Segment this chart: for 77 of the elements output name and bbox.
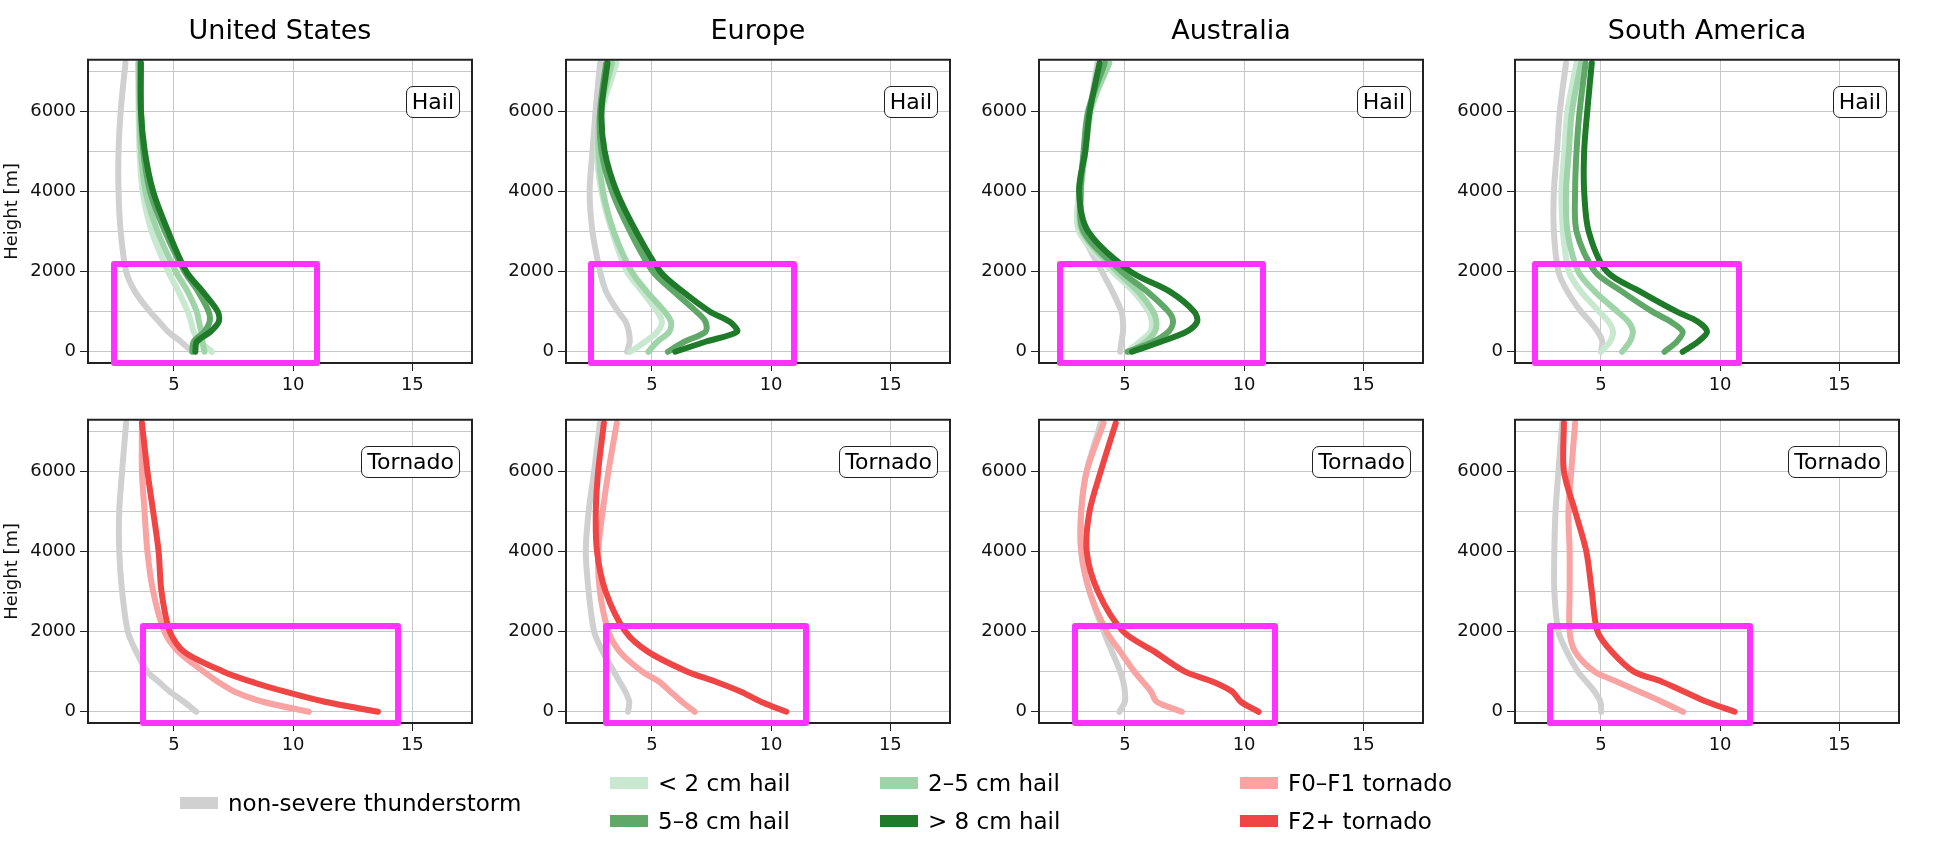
y-tick-label: 6000 <box>1457 98 1503 120</box>
y-axis-title: Height [m] <box>0 162 22 260</box>
annotation: Hail <box>883 85 938 118</box>
legend-label: F0–F1 tornado <box>1288 770 1453 796</box>
y-tick-label: 2000 <box>30 259 76 281</box>
y-tick-label: 6000 <box>30 98 76 120</box>
y-tick-label: 4000 <box>508 179 554 201</box>
x-tick-label: 15 <box>1827 373 1851 395</box>
x-tick-label: 10 <box>759 733 783 755</box>
y-tick-label: 2000 <box>30 619 76 641</box>
x-tick-label: 10 <box>1708 733 1732 755</box>
chart-title: Australia <box>1170 13 1292 45</box>
y-tick-label: 2000 <box>508 259 554 281</box>
y-tick-label: 6000 <box>508 458 554 480</box>
annotation: Tornado <box>361 445 460 478</box>
x-tick-label: 15 <box>400 373 424 395</box>
x-tick-label: 5 <box>168 733 180 755</box>
legend-label: 5–8 cm hail <box>658 808 790 834</box>
x-tick-label: 15 <box>878 733 902 755</box>
annotation: Tornado <box>1312 445 1411 478</box>
chart-title: Europe <box>709 13 807 45</box>
y-tick-label: 0 <box>1491 339 1503 361</box>
x-tick-label: 5 <box>1595 373 1607 395</box>
x-tick-label: 10 <box>1232 733 1256 755</box>
y-tick-label: 0 <box>542 339 554 361</box>
y-tick-label: 4000 <box>30 539 76 561</box>
legend-label: < 2 cm hail <box>658 770 791 796</box>
y-tick-label: 4000 <box>508 539 554 561</box>
x-tick-label: 5 <box>168 373 180 395</box>
y-tick-label: 0 <box>1491 699 1503 721</box>
y-tick-label: 2000 <box>508 619 554 641</box>
y-tick-label: 4000 <box>30 179 76 201</box>
y-tick-label: 0 <box>1015 339 1027 361</box>
x-tick-label: 10 <box>281 373 305 395</box>
y-tick-label: 2000 <box>1457 619 1503 641</box>
annotation: Hail <box>405 85 460 118</box>
x-tick-label: 15 <box>1351 733 1375 755</box>
y-tick-label: 2000 <box>981 259 1027 281</box>
y-tick-label: 6000 <box>30 458 76 480</box>
x-tick-label: 5 <box>646 373 658 395</box>
annotation: Tornado <box>1788 445 1887 478</box>
y-axis-title: Height [m] <box>0 522 22 620</box>
x-tick-label: 15 <box>400 733 424 755</box>
legend-label: 2–5 cm hail <box>928 770 1060 796</box>
y-tick-label: 4000 <box>981 179 1027 201</box>
x-tick-label: 5 <box>1119 733 1131 755</box>
y-tick-label: 6000 <box>981 458 1027 480</box>
y-tick-label: 6000 <box>508 98 554 120</box>
x-tick-label: 10 <box>281 733 305 755</box>
x-tick-label: 10 <box>1708 373 1732 395</box>
annotation: Tornado <box>839 445 938 478</box>
chart-title: United States <box>187 13 373 45</box>
x-tick-label: 10 <box>759 373 783 395</box>
y-tick-label: 4000 <box>1457 179 1503 201</box>
legend-label: non-severe thunderstorm <box>228 790 522 816</box>
x-tick-label: 15 <box>878 373 902 395</box>
x-tick-label: 10 <box>1232 373 1256 395</box>
x-tick-label: 15 <box>1351 373 1375 395</box>
x-tick-label: 15 <box>1827 733 1851 755</box>
y-tick-label: 6000 <box>981 98 1027 120</box>
y-tick-label: 6000 <box>1457 458 1503 480</box>
x-tick-label: 5 <box>1119 373 1131 395</box>
annotation: Hail <box>1832 85 1887 118</box>
y-tick-label: 0 <box>64 699 76 721</box>
y-tick-label: 0 <box>64 339 76 361</box>
y-tick-label: 4000 <box>1457 539 1503 561</box>
y-tick-label: 0 <box>1015 699 1027 721</box>
y-tick-label: 2000 <box>981 619 1027 641</box>
chart-title: South America <box>1606 13 1808 45</box>
legend-label: > 8 cm hail <box>928 808 1061 834</box>
annotation: Hail <box>1356 85 1411 118</box>
y-tick-label: 4000 <box>981 539 1027 561</box>
legend-label: F2+ tornado <box>1288 808 1432 834</box>
y-tick-label: 2000 <box>1457 259 1503 281</box>
x-tick-label: 5 <box>1595 733 1607 755</box>
y-tick-label: 0 <box>542 699 554 721</box>
x-tick-label: 5 <box>646 733 658 755</box>
